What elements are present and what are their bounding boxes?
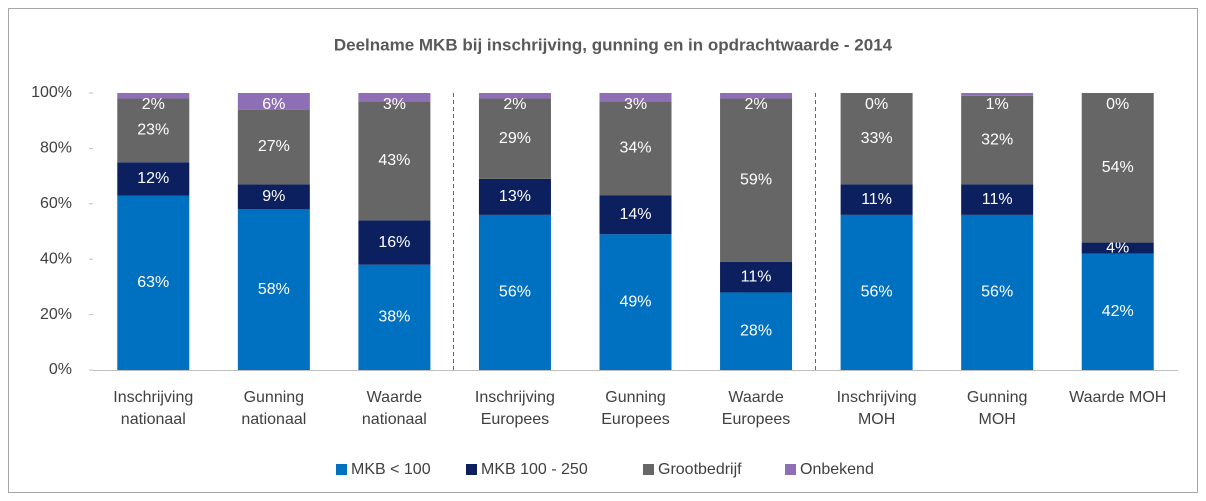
x-tick-label: Gunning Europees xyxy=(601,389,670,428)
data-label: 0% xyxy=(1106,96,1129,113)
bar-segment xyxy=(478,214,551,370)
data-label: 59% xyxy=(740,171,772,188)
bar-segment xyxy=(599,101,672,196)
x-tick-label: Inschrijving nationaal xyxy=(113,389,193,428)
bar-segment xyxy=(961,184,1034,215)
x-tick-label: Gunning MOH xyxy=(967,389,1028,428)
data-label: 29% xyxy=(499,130,531,147)
data-label: 34% xyxy=(619,140,651,157)
data-label: 1% xyxy=(986,96,1009,113)
data-label: 2% xyxy=(142,96,165,113)
data-label: 23% xyxy=(137,122,169,139)
y-tick-label: 20% xyxy=(40,306,72,323)
data-label: 32% xyxy=(981,131,1013,148)
bar-segment xyxy=(117,93,190,99)
x-tick-label: Gunning nationaal xyxy=(241,389,306,428)
data-label: 38% xyxy=(378,309,410,326)
y-tick-label: 0% xyxy=(49,361,72,378)
legend-swatch xyxy=(643,464,654,475)
data-label: 3% xyxy=(624,96,647,113)
data-label: 2% xyxy=(503,96,526,113)
bar-segment xyxy=(720,261,793,293)
data-label: 28% xyxy=(740,322,772,339)
bar-segment xyxy=(237,184,310,210)
bar-segment xyxy=(358,93,431,102)
data-label: 49% xyxy=(619,293,651,310)
data-label: 13% xyxy=(499,188,531,205)
bar-segment xyxy=(1081,242,1154,254)
y-tick-label: 60% xyxy=(40,195,72,212)
y-tick-label: 80% xyxy=(40,140,72,157)
bar-segment xyxy=(117,162,190,196)
data-label: 56% xyxy=(981,284,1013,301)
bar-segment xyxy=(1081,253,1154,370)
data-label: 0% xyxy=(865,96,888,113)
x-tick-label: Waarde MOH xyxy=(1069,389,1166,406)
bar-segment xyxy=(358,220,431,265)
y-tick-label: 100% xyxy=(31,84,72,101)
data-label: 56% xyxy=(861,284,893,301)
legend-label: MKB 100 - 250 xyxy=(481,461,588,478)
bar-segment xyxy=(961,93,1034,96)
chart-title: Deelname MKB bij inschrijving, gunning e… xyxy=(334,35,893,54)
bar-segment xyxy=(478,93,551,99)
bar-segment xyxy=(961,95,1034,185)
data-label: 14% xyxy=(619,206,651,223)
data-label: 11% xyxy=(861,191,892,208)
data-label: 11% xyxy=(982,191,1013,208)
bar-segment xyxy=(1081,93,1154,243)
data-label: 54% xyxy=(1102,159,1134,176)
data-label: 58% xyxy=(258,281,290,298)
legend-label: MKB < 100 xyxy=(351,461,431,478)
x-tick-label: Waarde nationaal xyxy=(362,389,427,428)
bar-segment xyxy=(840,214,913,370)
bar-segment xyxy=(478,178,551,215)
data-label: 6% xyxy=(262,96,285,113)
data-label: 27% xyxy=(258,138,290,155)
data-label: 16% xyxy=(378,234,410,251)
x-tick-label: Inschrijving Europees xyxy=(475,389,555,428)
x-tick-label: Inschrijving MOH xyxy=(837,389,917,428)
legend-swatch xyxy=(785,464,796,475)
bar-segment xyxy=(961,214,1034,370)
bar-segment xyxy=(117,195,190,370)
bar-segment xyxy=(599,93,672,102)
bar-segment xyxy=(117,98,190,163)
y-tick-label: 40% xyxy=(40,250,72,267)
bar-segment xyxy=(237,93,310,110)
bar-segment xyxy=(478,98,551,179)
data-label: 12% xyxy=(137,170,169,187)
bar-segment xyxy=(720,93,793,99)
data-label: 3% xyxy=(383,96,406,113)
bar-segment xyxy=(237,209,310,370)
data-label: 4% xyxy=(1106,239,1129,256)
data-label: 2% xyxy=(744,96,767,113)
bar-segment xyxy=(720,98,793,262)
data-label: 9% xyxy=(262,188,285,205)
data-label: 63% xyxy=(137,274,169,291)
data-label: 43% xyxy=(378,152,410,169)
data-label: 11% xyxy=(741,268,772,285)
bar-segment xyxy=(237,109,310,185)
legend-label: Grootbedrijf xyxy=(658,461,742,478)
bar-segment xyxy=(840,184,913,215)
bar-segment xyxy=(358,101,431,221)
legend-label: Onbekend xyxy=(800,461,874,478)
data-label: 42% xyxy=(1102,303,1134,320)
bar-segment xyxy=(599,234,672,370)
bar-segment xyxy=(840,93,913,185)
x-tick-label: Waarde Europees xyxy=(722,389,791,428)
data-label: 33% xyxy=(861,130,893,147)
bar-segment xyxy=(358,264,431,370)
data-label: 56% xyxy=(499,284,531,301)
bar-segment xyxy=(720,292,793,370)
legend-swatch xyxy=(466,464,477,475)
legend-swatch xyxy=(336,464,347,475)
bar-segment xyxy=(599,195,672,235)
